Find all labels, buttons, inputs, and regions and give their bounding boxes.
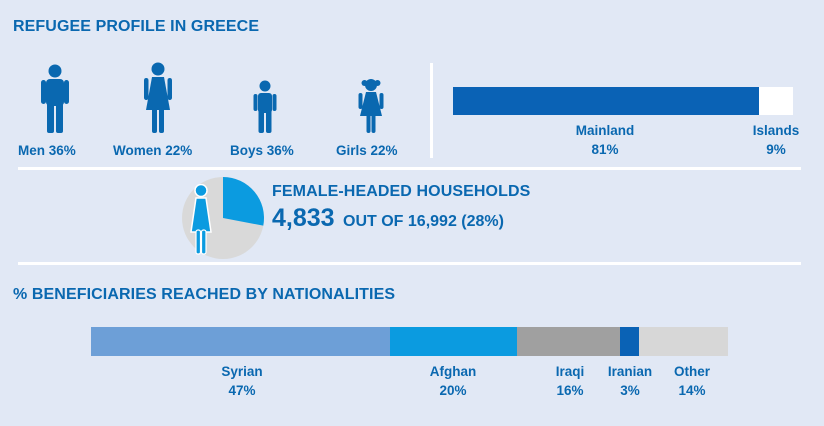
nationality-name: Syrian [221,364,263,379]
nationality-segment-syrian [91,327,390,356]
mainland-bar-segment [453,87,759,115]
female-headed-stat: 4,833 OUT OF 16,992 (28%) [272,204,504,233]
islands-label: Islands 9% [736,121,816,159]
nationalities-bar [91,327,728,356]
nationality-label-iranian: Iranian 3% [590,362,670,400]
female-headed-count: 4,833 [272,204,335,232]
profile-label-men: Men 36% [18,143,76,158]
islands-value: 9% [766,142,786,157]
nationality-value: 16% [556,383,584,398]
nationalities-heading: % BENEFICIARIES REACHED BY NATIONALITIES [13,286,396,303]
nationality-segment-iranian [620,327,639,356]
nationality-value: 14% [678,383,706,398]
girl-icon [358,79,384,133]
nationality-label-syrian: Syrian 47% [202,362,282,400]
nationality-name: Afghan [429,364,477,379]
page-title: REFUGEE PROFILE IN GREECE [13,18,260,35]
mainland-label: Mainland 81% [555,121,655,159]
nationality-segment-afghan [390,327,517,356]
female-headed-heading: FEMALE-HEADED HOUSEHOLDS [272,183,531,200]
nationality-segment-other [639,327,728,356]
nationality-value: 3% [620,383,640,398]
horizontal-divider-bottom [18,262,801,265]
woman-icon [144,62,172,133]
vertical-divider [430,63,433,158]
mainland-name: Mainland [575,123,635,138]
profile-label-women: Women 22% [113,143,193,158]
boy-icon [253,80,277,133]
islands-name: Islands [752,123,800,138]
female-headed-rest: OUT OF 16,992 (28%) [343,213,504,230]
nationality-name: Iranian [607,364,653,379]
nationality-segment-iraqi [517,327,620,356]
nationality-value: 47% [228,383,256,398]
woman-icon [190,184,212,255]
nationality-label-other: Other 14% [652,362,732,400]
nationalities-labels: Syrian 47% Afghan 20% Iraqi 16% Iranian 3% Other… [0,362,824,402]
nationality-name: Iraqi [555,364,585,379]
nationality-value: 20% [439,383,467,398]
nationality-label-afghan: Afghan 20% [413,362,493,400]
pie-slice-female-headed [223,177,264,226]
man-icon [41,64,69,133]
location-bar [453,87,793,115]
mainland-value: 81% [591,142,619,157]
profile-label-girls: Girls 22% [336,143,398,158]
nationality-label-iraqi: Iraqi 16% [530,362,610,400]
nationality-name: Other [673,364,710,379]
horizontal-divider-top [18,167,801,170]
profile-label-boys: Boys 36% [230,143,294,158]
